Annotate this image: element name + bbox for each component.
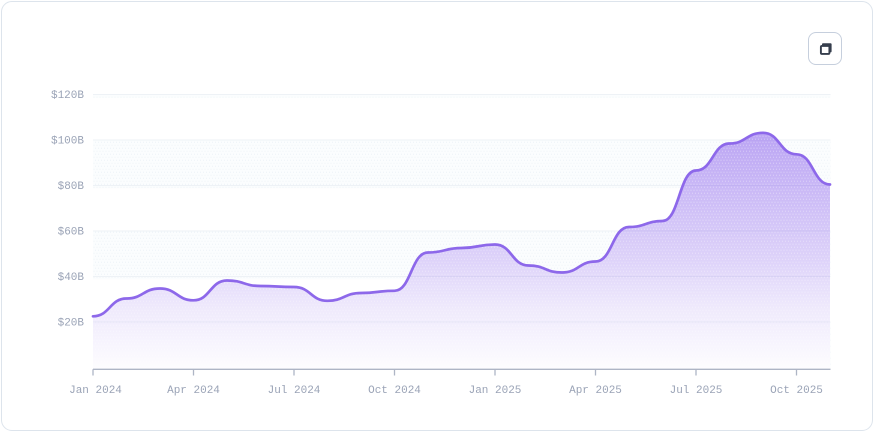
svg-text:$20B: $20B [58, 318, 85, 330]
svg-text:Apr 2024: Apr 2024 [167, 385, 220, 397]
svg-text:Jul 2025: Jul 2025 [670, 385, 723, 397]
svg-text:$40B: $40B [58, 272, 85, 284]
svg-text:Oct 2024: Oct 2024 [368, 385, 421, 397]
svg-text:Jan 2025: Jan 2025 [469, 385, 522, 397]
svg-text:$60B: $60B [58, 227, 85, 239]
svg-text:Apr 2025: Apr 2025 [569, 385, 622, 397]
svg-text:Oct 2025: Oct 2025 [770, 385, 823, 397]
svg-text:Jan 2024: Jan 2024 [69, 385, 122, 397]
svg-text:$120B: $120B [51, 90, 84, 102]
svg-text:$80B: $80B [58, 181, 85, 193]
svg-text:$100B: $100B [51, 136, 84, 148]
svg-text:Jul 2024: Jul 2024 [268, 385, 321, 397]
